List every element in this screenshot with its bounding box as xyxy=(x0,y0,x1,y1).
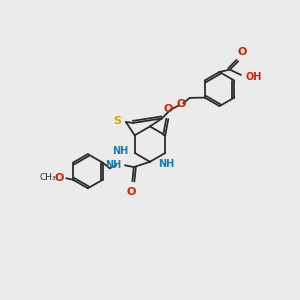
Text: CH₃: CH₃ xyxy=(40,173,57,182)
Text: O: O xyxy=(164,104,173,114)
Text: OH: OH xyxy=(245,72,262,82)
Text: S: S xyxy=(113,116,122,126)
Text: NH: NH xyxy=(112,146,129,157)
Text: NH: NH xyxy=(158,159,174,170)
Text: O: O xyxy=(55,173,64,183)
Text: NH: NH xyxy=(105,160,122,170)
Text: O: O xyxy=(176,99,186,110)
Text: O: O xyxy=(238,47,247,57)
Text: O: O xyxy=(127,187,136,196)
